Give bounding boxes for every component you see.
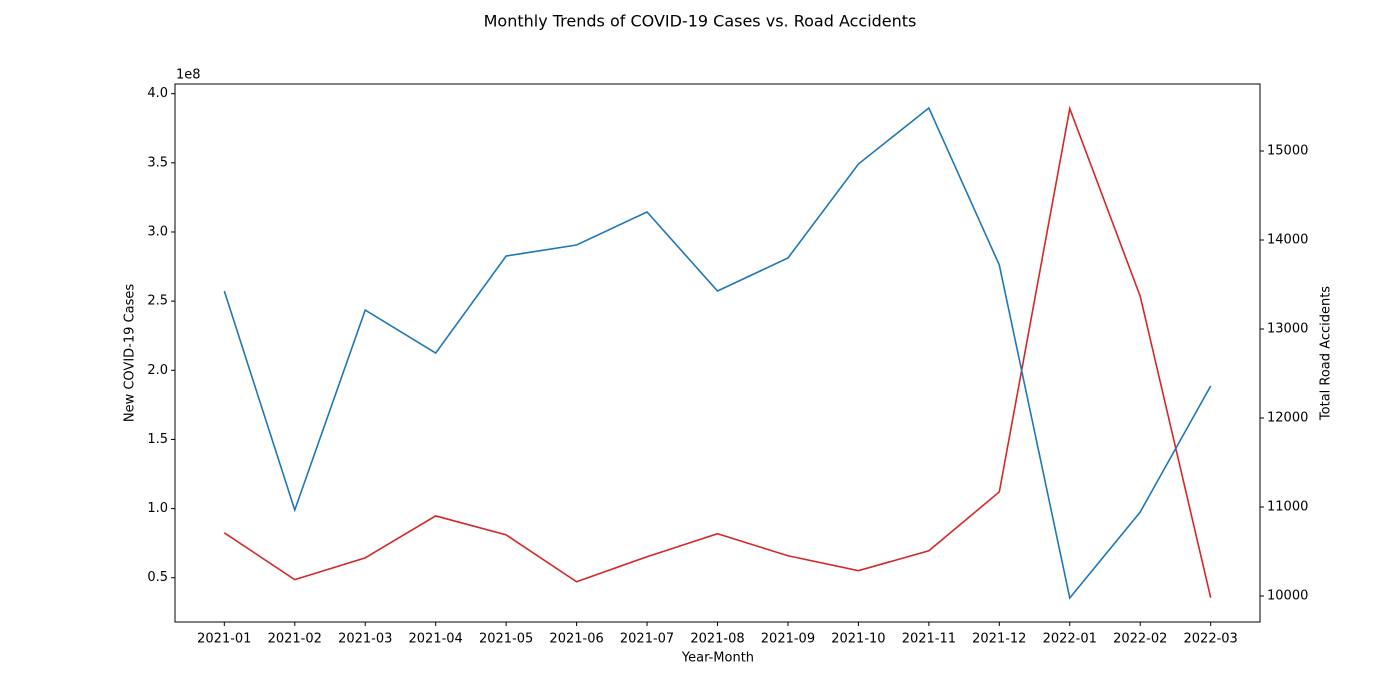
y2-tick-label: 12000 <box>1267 411 1308 426</box>
y2-tick-label: 15000 <box>1267 144 1308 159</box>
y-offset-label: 1e8 <box>176 68 201 83</box>
y-tick-label: 4.0 <box>147 86 168 101</box>
x-tick-label: 2021-10 <box>831 632 885 647</box>
x-tick-label: 2021-06 <box>549 632 603 647</box>
x-tick-label: 2021-02 <box>268 632 322 647</box>
y-tick-label: 2.0 <box>147 363 168 378</box>
y2-tick-label: 13000 <box>1267 322 1308 337</box>
x-tick-label: 2022-02 <box>1113 632 1167 647</box>
plot-frame <box>174 83 1261 623</box>
x-tick-label: 2021-12 <box>972 632 1026 647</box>
x-tick-label: 2021-09 <box>761 632 815 647</box>
y-tick-label: 0.5 <box>147 570 168 585</box>
x-tick-label: 2022-03 <box>1184 632 1238 647</box>
data-line <box>223 105 1212 598</box>
y-axis-label: New COVID-19 Cases <box>123 284 138 422</box>
data-line <box>223 106 1212 600</box>
x-tick-label: 2021-04 <box>409 632 463 647</box>
y-tick-label: 2.5 <box>147 294 168 309</box>
y2-tick-label: 10000 <box>1267 589 1308 604</box>
x-tick-label: 2022-01 <box>1043 632 1097 647</box>
x-axis-label: Year-Month <box>681 651 754 666</box>
y-tick-label: 1.0 <box>147 501 168 516</box>
y2-tick-label: 11000 <box>1267 500 1308 515</box>
x-tick-label: 2021-08 <box>690 632 744 647</box>
y-tick-label: 1.5 <box>147 432 168 447</box>
y-tick-label: 3.0 <box>147 224 168 239</box>
chart-title: Monthly Trends of COVID-19 Cases vs. Roa… <box>484 12 917 31</box>
y2-axis-label: Total Road Accidents <box>1319 286 1334 421</box>
x-tick-label: 2021-05 <box>479 632 533 647</box>
x-tick-label: 2021-03 <box>338 632 392 647</box>
x-tick-label: 2021-01 <box>197 632 251 647</box>
x-tick-label: 2021-07 <box>620 632 674 647</box>
x-tick-label: 2021-11 <box>902 632 956 647</box>
y-tick-label: 3.5 <box>147 155 168 170</box>
y2-tick-label: 14000 <box>1267 233 1308 248</box>
